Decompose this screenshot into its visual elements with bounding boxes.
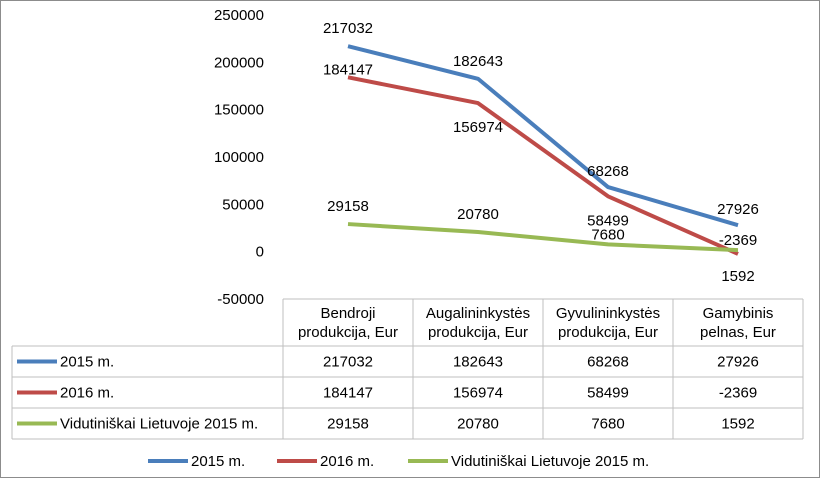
row-header: Vidutiniškai Lietuvoje 2015 m. — [60, 416, 258, 433]
category-label: Bendroji — [320, 305, 375, 322]
category-label: produkcija, Eur — [298, 324, 398, 341]
y-tick-label: 250000 — [214, 7, 264, 24]
table-cell: 156974 — [453, 385, 503, 402]
table-cell: 20780 — [457, 416, 499, 433]
series-line — [347, 75, 739, 256]
data-label: 68268 — [587, 163, 629, 180]
data-label: 58499 — [587, 212, 629, 229]
row-header: 2016 m. — [60, 385, 114, 402]
series-line — [347, 222, 739, 253]
category-label: produkcija, Eur — [558, 324, 658, 341]
row-header: 2015 m. — [60, 354, 114, 371]
data-label: 7680 — [591, 226, 624, 243]
table-cell: 68268 — [587, 354, 629, 371]
data-label: -2369 — [719, 232, 757, 249]
data-label: 156974 — [453, 119, 503, 136]
data-label: 184147 — [323, 61, 373, 78]
legend-label: 2015 m. — [191, 453, 245, 470]
y-tick-label: -50000 — [217, 291, 264, 308]
table-cell: 27926 — [717, 354, 759, 371]
category-label: Augalininkystės — [426, 305, 530, 322]
table-cell: 217032 — [323, 354, 373, 371]
y-tick-label: 0 — [256, 244, 264, 261]
category-label: Gyvulininkystės — [556, 305, 660, 322]
data-label: 20780 — [457, 206, 499, 223]
y-tick-label: 200000 — [214, 54, 264, 71]
data-label: 27926 — [717, 201, 759, 218]
legend-label: Vidutiniškai Lietuvoje 2015 m. — [451, 453, 649, 470]
table-cell: 58499 — [587, 385, 629, 402]
legend-label: 2016 m. — [320, 453, 374, 470]
table-cell: 182643 — [453, 354, 503, 371]
y-tick-label: 50000 — [222, 196, 264, 213]
data-label: 217032 — [323, 20, 373, 37]
category-label: pelnas, Eur — [700, 324, 776, 341]
category-label: Gamybinis — [703, 305, 774, 322]
y-tick-label: 150000 — [214, 102, 264, 119]
table-cell: 29158 — [327, 416, 369, 433]
data-label: 182643 — [453, 53, 503, 70]
table-cell: 7680 — [591, 416, 624, 433]
table-cell: 1592 — [721, 416, 754, 433]
data-label: 29158 — [327, 198, 369, 215]
series-line — [347, 44, 739, 228]
data-label: 1592 — [721, 268, 754, 285]
category-label: produkcija, Eur — [428, 324, 528, 341]
table-cell: -2369 — [719, 385, 757, 402]
y-tick-label: 100000 — [214, 149, 264, 166]
table-cell: 184147 — [323, 385, 373, 402]
